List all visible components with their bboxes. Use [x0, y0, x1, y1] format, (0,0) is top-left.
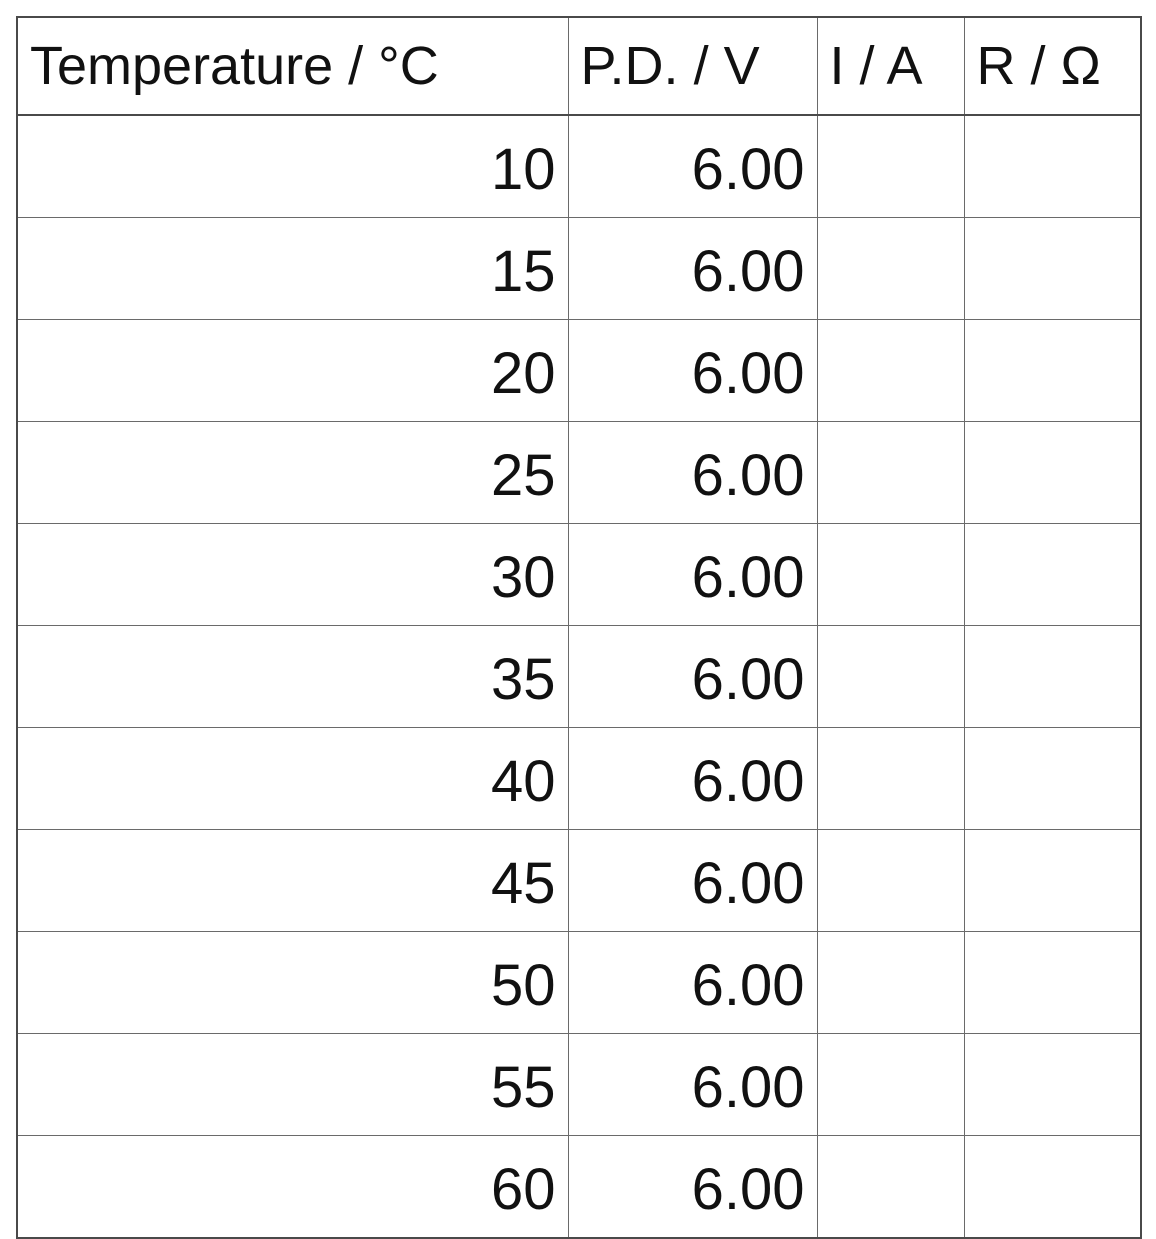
- resistance-cell: [963, 421, 1142, 524]
- temperature-cell: 20: [16, 319, 569, 422]
- table-row: 45 6.00: [16, 829, 1142, 932]
- table-row: 40 6.00: [16, 727, 1142, 830]
- table-row: 30 6.00: [16, 523, 1142, 626]
- table-row: 50 6.00: [16, 931, 1142, 1034]
- current-cell: [816, 829, 965, 932]
- pd-cell: 6.00: [567, 523, 818, 626]
- pd-cell: 6.00: [567, 217, 818, 320]
- temperature-cell: 35: [16, 625, 569, 728]
- pd-cell: 6.00: [567, 114, 818, 218]
- header-row: Temperature / °C P.D. / V I / A R / Ω: [16, 16, 1142, 116]
- resistance-cell: [963, 1033, 1142, 1136]
- table-row: 10 6.00: [16, 114, 1142, 218]
- current-cell: [816, 931, 965, 1034]
- resistance-cell: [963, 1135, 1142, 1239]
- current-cell: [816, 421, 965, 524]
- current-cell: [816, 1033, 965, 1136]
- header-resistance: R / Ω: [963, 16, 1142, 116]
- data-table: Temperature / °C P.D. / V I / A R / Ω 10…: [16, 16, 1142, 1239]
- current-cell: [816, 523, 965, 626]
- resistance-cell: [963, 523, 1142, 626]
- current-cell: [816, 114, 965, 218]
- pd-cell: 6.00: [567, 625, 818, 728]
- current-cell: [816, 625, 965, 728]
- pd-cell: 6.00: [567, 829, 818, 932]
- pd-cell: 6.00: [567, 1033, 818, 1136]
- pd-cell: 6.00: [567, 319, 818, 422]
- current-cell: [816, 727, 965, 830]
- temperature-cell: 10: [16, 114, 569, 218]
- temperature-cell: 40: [16, 727, 569, 830]
- current-cell: [816, 217, 965, 320]
- temperature-cell: 15: [16, 217, 569, 320]
- temperature-cell: 50: [16, 931, 569, 1034]
- current-cell: [816, 319, 965, 422]
- header-temperature: Temperature / °C: [16, 16, 569, 116]
- table-row: 60 6.00: [16, 1135, 1142, 1239]
- resistance-cell: [963, 625, 1142, 728]
- pd-cell: 6.00: [567, 727, 818, 830]
- table-row: 25 6.00: [16, 421, 1142, 524]
- temperature-cell: 30: [16, 523, 569, 626]
- resistance-cell: [963, 319, 1142, 422]
- temperature-cell: 25: [16, 421, 569, 524]
- pd-cell: 6.00: [567, 1135, 818, 1239]
- table-row: 20 6.00: [16, 319, 1142, 422]
- resistance-cell: [963, 931, 1142, 1034]
- header-current: I / A: [816, 16, 965, 116]
- temperature-cell: 55: [16, 1033, 569, 1136]
- resistance-cell: [963, 114, 1142, 218]
- resistance-cell: [963, 217, 1142, 320]
- table-row: 35 6.00: [16, 625, 1142, 728]
- pd-cell: 6.00: [567, 931, 818, 1034]
- temperature-cell: 45: [16, 829, 569, 932]
- resistance-cell: [963, 829, 1142, 932]
- current-cell: [816, 1135, 965, 1239]
- resistance-cell: [963, 727, 1142, 830]
- header-pd: P.D. / V: [567, 16, 818, 116]
- table-row: 15 6.00: [16, 217, 1142, 320]
- temperature-cell: 60: [16, 1135, 569, 1239]
- table-row: 55 6.00: [16, 1033, 1142, 1136]
- pd-cell: 6.00: [567, 421, 818, 524]
